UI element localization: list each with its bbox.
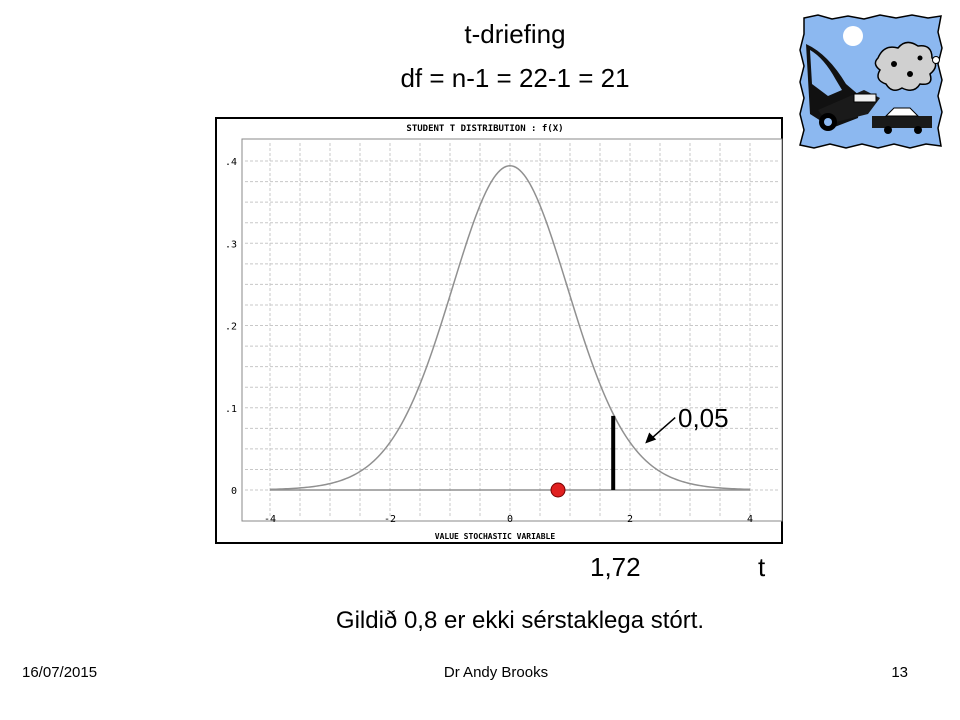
- y-tick-label: .3: [225, 239, 237, 250]
- y-tick-label: 0: [231, 486, 237, 497]
- x-tick-label: -2: [384, 514, 396, 525]
- y-tick-label: .2: [225, 322, 237, 333]
- y-tick-label: .4: [225, 157, 237, 168]
- slide-subtitle: df = n-1 = 22-1 = 21: [400, 63, 630, 93]
- chart-title: STUDENT T DISTRIBUTION : f(X): [406, 124, 563, 134]
- x-tick-label: 0: [507, 514, 513, 525]
- car-exhaust-clipart: [799, 14, 943, 149]
- footer-author: Dr Andy Brooks: [443, 664, 549, 681]
- y-axis-ticks: 0 .1 .2 .3 .4: [225, 157, 237, 497]
- observed-value-marker: [550, 482, 566, 498]
- t-distribution-chart: STUDENT T DISTRIBUTION : f(X) 0.1.2.3.4 …: [215, 117, 783, 544]
- x-tick-label: -4: [264, 514, 276, 525]
- y-tick-label: .1: [225, 404, 237, 415]
- footer-page-number: 13: [891, 664, 908, 681]
- footer-date: 16/07/2015: [22, 664, 98, 681]
- x-tick-label: 4: [747, 514, 753, 525]
- critical-value-label: 1,72: [590, 552, 641, 582]
- slide-title: t-driefing: [464, 19, 566, 49]
- x-tick-label: 2: [627, 514, 633, 525]
- tail-area-arrowhead: [645, 432, 657, 444]
- x-axis-label: VALUE STOCHASTIC VARIABLE: [435, 532, 556, 541]
- plot-area: [241, 138, 783, 522]
- x-axis-ticks: -4 -2 0 2 4: [264, 514, 753, 525]
- tail-area-arrow: [649, 416, 676, 441]
- chart-grid: [245, 143, 779, 517]
- t-density-curve: [269, 164, 751, 491]
- slide-caption: Gildið 0,8 er ekki sérstaklega stórt.: [335, 607, 705, 634]
- t-axis-label: t: [758, 552, 766, 582]
- tail-area-label: 0,05: [678, 403, 729, 433]
